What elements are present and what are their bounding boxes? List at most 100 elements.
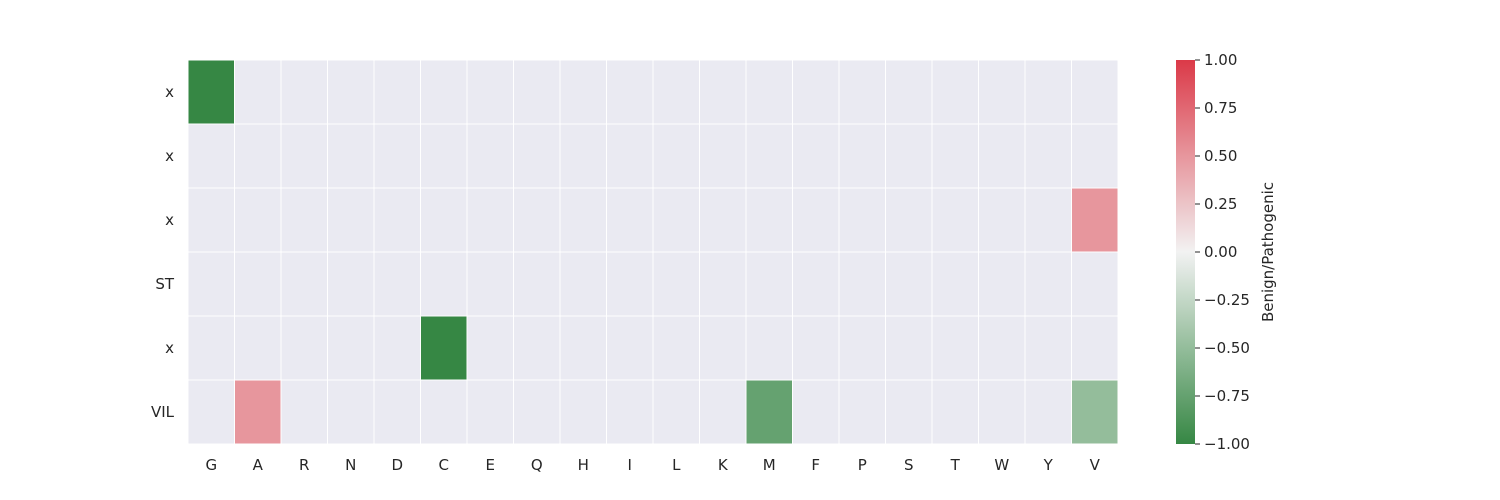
heatmap-cell-empty	[328, 188, 374, 252]
x-tick-label: N	[345, 456, 356, 474]
heatmap-cell-empty	[607, 124, 653, 188]
heatmap-cell-empty	[560, 188, 606, 252]
heatmap-cell-empty	[746, 124, 792, 188]
x-tick-label: A	[253, 456, 264, 474]
y-tick-label: x	[165, 147, 174, 165]
x-tick-label: L	[672, 456, 681, 474]
heatmap-cell-empty	[607, 188, 653, 252]
heatmap-cell-empty	[514, 188, 560, 252]
heatmap-cell-empty	[235, 124, 281, 188]
heatmap-cell-empty	[653, 60, 699, 124]
heatmap-cell-empty	[560, 380, 606, 444]
heatmap-cell-empty	[746, 188, 792, 252]
heatmap-cell-empty	[281, 124, 327, 188]
heatmap-cell-empty	[328, 316, 374, 380]
heatmap-cell-empty	[979, 60, 1025, 124]
heatmap-cell-empty	[653, 252, 699, 316]
heatmap-cell-filled	[1072, 188, 1118, 252]
heatmap-cell-empty	[839, 380, 885, 444]
heatmap-cell-empty	[1025, 380, 1071, 444]
heatmap-cell-empty	[607, 316, 653, 380]
colorbar-tick-label: 0.50	[1204, 147, 1237, 165]
heatmap-cell-filled	[1072, 380, 1118, 444]
heatmap-cell-empty	[886, 60, 932, 124]
heatmap-cell-empty	[839, 60, 885, 124]
heatmap-cell-empty	[467, 124, 513, 188]
heatmap-cell-empty	[700, 252, 746, 316]
heatmap-cell-empty	[421, 380, 467, 444]
heatmap-cell-empty	[746, 252, 792, 316]
heatmap-cell-empty	[700, 60, 746, 124]
colorbar-tick-label: 0.00	[1204, 243, 1237, 261]
heatmap-cell-empty	[793, 252, 839, 316]
heatmap-cell-empty	[793, 380, 839, 444]
x-tick-label: G	[205, 456, 217, 474]
heatmap-cell-empty	[746, 60, 792, 124]
heatmap-cell-empty	[1025, 316, 1071, 380]
heatmap-cell-empty	[700, 124, 746, 188]
heatmap-cell-empty	[560, 252, 606, 316]
heatmap-cell-empty	[560, 124, 606, 188]
heatmap-cell-empty	[979, 316, 1025, 380]
heatmap-cell-empty	[1025, 60, 1071, 124]
y-tick-label: VIL	[151, 403, 175, 421]
heatmap-cell-empty	[467, 252, 513, 316]
x-tick-label: K	[718, 456, 729, 474]
x-tick-label: F	[811, 456, 820, 474]
heatmap-cell-empty	[374, 124, 420, 188]
heatmap-cell-empty	[886, 380, 932, 444]
heatmap-cell-empty	[700, 316, 746, 380]
heatmap-cell-filled	[746, 380, 792, 444]
x-tick-label: I	[628, 456, 632, 474]
heatmap-cell-empty	[1072, 60, 1118, 124]
colorbar-gradient	[1176, 60, 1195, 444]
x-tick-label: E	[486, 456, 495, 474]
heatmap-cell-empty	[607, 252, 653, 316]
heatmap-cell-empty	[653, 124, 699, 188]
colorbar-label: Benign/Pathogenic	[1259, 182, 1277, 322]
x-tick-label: P	[858, 456, 867, 474]
heatmap-cell-empty	[793, 316, 839, 380]
heatmap-cell-empty	[886, 252, 932, 316]
heatmap-cell-empty	[514, 252, 560, 316]
heatmap-cell-empty	[653, 316, 699, 380]
heatmap-cell-empty	[281, 188, 327, 252]
heatmap-cell-empty	[328, 252, 374, 316]
heatmap-cell-empty	[979, 188, 1025, 252]
x-tick-label: T	[950, 456, 961, 474]
heatmap-cell-empty	[281, 60, 327, 124]
plot-area	[188, 60, 1118, 444]
heatmap-cell-empty	[281, 380, 327, 444]
heatmap-cell-empty	[421, 60, 467, 124]
colorbar-tick-label: 1.00	[1204, 51, 1237, 69]
heatmap-cell-empty	[932, 380, 978, 444]
x-tick-label: D	[391, 456, 403, 474]
heatmap-cell-empty	[1072, 124, 1118, 188]
heatmap-cell-empty	[932, 252, 978, 316]
colorbar-tick-label: 0.75	[1204, 99, 1237, 117]
heatmap-cell-empty	[467, 316, 513, 380]
heatmap-cell-empty	[607, 60, 653, 124]
heatmap-cell-empty	[886, 316, 932, 380]
heatmap-cell-empty	[281, 252, 327, 316]
heatmap-cell-empty	[421, 252, 467, 316]
heatmap-cell-empty	[839, 124, 885, 188]
heatmap-cell-empty	[979, 252, 1025, 316]
heatmap-cell-filled	[235, 380, 281, 444]
heatmap-cell-empty	[886, 124, 932, 188]
heatmap-cell-empty	[235, 316, 281, 380]
heatmap-cell-empty	[793, 188, 839, 252]
x-tick-label: Q	[531, 456, 543, 474]
heatmap-cell-empty	[514, 60, 560, 124]
y-tick-label: x	[165, 83, 174, 101]
heatmap-cell-empty	[839, 316, 885, 380]
heatmap-cell-empty	[188, 252, 234, 316]
y-tick-label: x	[165, 339, 174, 357]
heatmap-cell-empty	[328, 380, 374, 444]
heatmap-cell-empty	[793, 124, 839, 188]
heatmap-cell-empty	[188, 316, 234, 380]
heatmap-cell-empty	[839, 252, 885, 316]
y-axis-ticks: x x x ST x VIL	[151, 83, 175, 421]
heatmap-cell-empty	[235, 252, 281, 316]
